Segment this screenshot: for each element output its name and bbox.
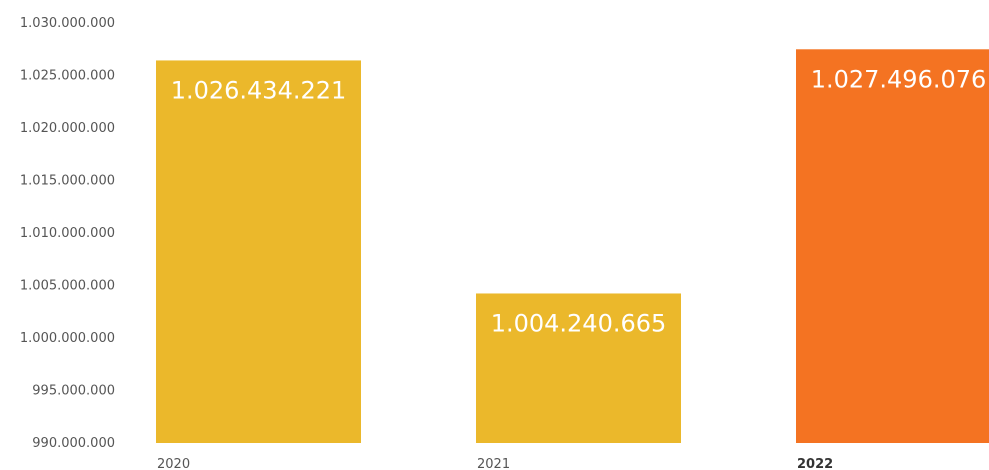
y-tick-label: 1.025.000.000 [20,69,115,84]
x-axis-labels: 2020 2021 2022 [157,457,833,470]
bar-2020 [156,60,361,444]
data-label-2020: 1.026.434.221 [171,76,347,104]
y-tick-label: 995.000.000 [32,384,115,399]
data-labels: 1.026.434.221 1.004.240.665 1.027.496.076 [171,65,987,337]
bar-2022 [796,49,989,444]
data-label-2022: 1.027.496.076 [811,65,987,93]
y-tick-label: 1.020.000.000 [20,121,115,136]
x-tick-label-2021: 2021 [477,457,510,470]
x-tick-label-2022: 2022 [797,457,833,470]
y-tick-label: 1.005.000.000 [20,279,115,294]
y-tick-label: 1.015.000.000 [20,174,115,189]
y-tick-label: 990.000.000 [32,436,115,451]
bar-2021 [476,293,681,443]
bars [156,49,989,444]
y-tick-label: 1.010.000.000 [20,226,115,241]
y-tick-label: 1.000.000.000 [20,331,115,346]
data-label-2021: 1.004.240.665 [491,309,667,337]
y-tick-label: 1.030.000.000 [20,16,115,31]
x-tick-label-2020: 2020 [157,457,190,470]
y-axis-ticks: 990.000.000 995.000.000 1.000.000.000 1.005… [20,16,115,451]
